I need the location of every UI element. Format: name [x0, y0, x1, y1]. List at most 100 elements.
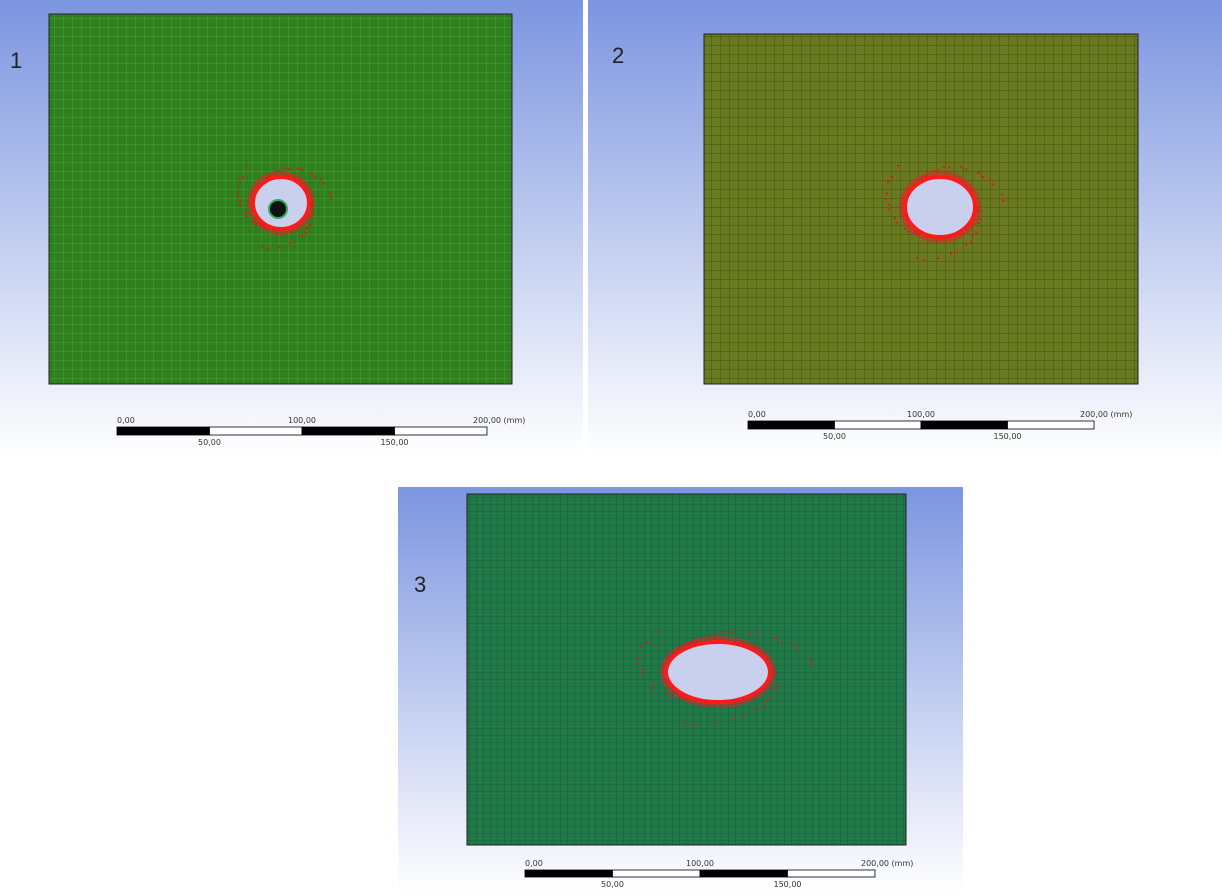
scale-segment — [210, 427, 303, 435]
debris — [977, 206, 979, 208]
debris — [320, 178, 322, 180]
debris — [774, 671, 776, 673]
debris — [690, 642, 692, 644]
scale-label: 50,00 — [198, 438, 221, 447]
scale-label: 100,00 — [686, 859, 714, 868]
panel-label: 3 — [414, 572, 426, 597]
damage-zone — [905, 177, 975, 237]
debris — [977, 222, 979, 224]
scale-label: 50,00 — [823, 432, 846, 441]
debris — [972, 235, 974, 237]
debris — [641, 673, 643, 675]
debris — [255, 223, 257, 225]
debris — [640, 646, 642, 648]
debris — [777, 683, 779, 685]
debris — [715, 634, 717, 636]
debris — [1002, 200, 1004, 202]
scale-label: 150,00 — [381, 438, 409, 447]
debris — [774, 675, 776, 677]
debris — [979, 218, 981, 220]
debris — [275, 170, 277, 172]
debris — [956, 251, 958, 253]
debris — [1001, 193, 1003, 195]
figure: 10,00100,00200,00 (mm)50,00150,0020,0010… — [0, 0, 1222, 895]
debris — [925, 175, 927, 177]
debris — [731, 631, 733, 633]
scale-segment — [921, 421, 1008, 429]
debris — [310, 216, 312, 218]
debris — [301, 169, 303, 171]
debris — [252, 220, 254, 222]
scale-label: 0,00 — [748, 410, 766, 419]
debris — [950, 252, 952, 254]
debris — [685, 698, 687, 700]
debris — [287, 168, 289, 170]
debris — [756, 633, 758, 635]
debris — [756, 708, 758, 710]
debris — [329, 191, 331, 193]
debris — [236, 195, 238, 197]
debris — [267, 248, 269, 250]
debris — [245, 215, 247, 217]
debris — [636, 663, 638, 665]
scale-segment — [302, 427, 395, 435]
debris — [977, 210, 979, 212]
page: {"panels": [ {"label": "1", "scale": {"s… — [0, 0, 1222, 895]
projectile — [269, 200, 287, 218]
debris — [774, 637, 776, 639]
debris — [679, 696, 681, 698]
debris — [917, 233, 919, 235]
panel-label: 1 — [10, 48, 22, 73]
scale-label: 150,00 — [774, 880, 802, 889]
debris — [239, 200, 241, 202]
debris — [708, 635, 710, 637]
debris — [904, 227, 906, 229]
debris — [269, 175, 271, 177]
debris — [977, 172, 979, 174]
debris — [261, 246, 263, 248]
debris — [891, 176, 893, 178]
debris — [886, 192, 888, 194]
scale-segment — [835, 421, 922, 429]
debris — [742, 716, 744, 718]
debris — [650, 682, 652, 684]
debris — [693, 724, 695, 726]
debris — [322, 182, 324, 184]
debris — [279, 170, 281, 172]
debris — [733, 717, 735, 719]
debris — [696, 640, 698, 642]
debris — [975, 231, 977, 233]
debris — [992, 183, 994, 185]
scale-label: 200,00 (mm) — [1080, 410, 1132, 419]
debris — [887, 181, 889, 183]
debris — [306, 227, 308, 229]
debris — [970, 240, 972, 242]
debris — [265, 177, 267, 179]
panel-label: 2 — [612, 43, 624, 68]
debris — [791, 643, 793, 645]
debris — [641, 668, 643, 670]
debris — [289, 242, 291, 244]
debris — [765, 700, 767, 702]
debris — [748, 631, 750, 633]
scale-segment — [700, 870, 788, 877]
debris — [278, 246, 280, 248]
debris — [894, 217, 896, 219]
damage-zone — [666, 642, 770, 702]
debris — [683, 722, 685, 724]
scale-segment — [613, 870, 701, 877]
debris — [965, 168, 967, 170]
scale-segment — [117, 427, 210, 435]
scale-segment — [788, 870, 876, 877]
debris — [666, 692, 668, 694]
debris — [301, 234, 303, 236]
debris — [311, 172, 313, 174]
debris — [937, 257, 939, 259]
debris — [645, 641, 647, 643]
scale-label: 200,00 (mm) — [861, 859, 913, 868]
debris — [811, 665, 813, 667]
debris — [907, 231, 909, 233]
debris — [921, 177, 923, 179]
debris — [933, 170, 935, 172]
